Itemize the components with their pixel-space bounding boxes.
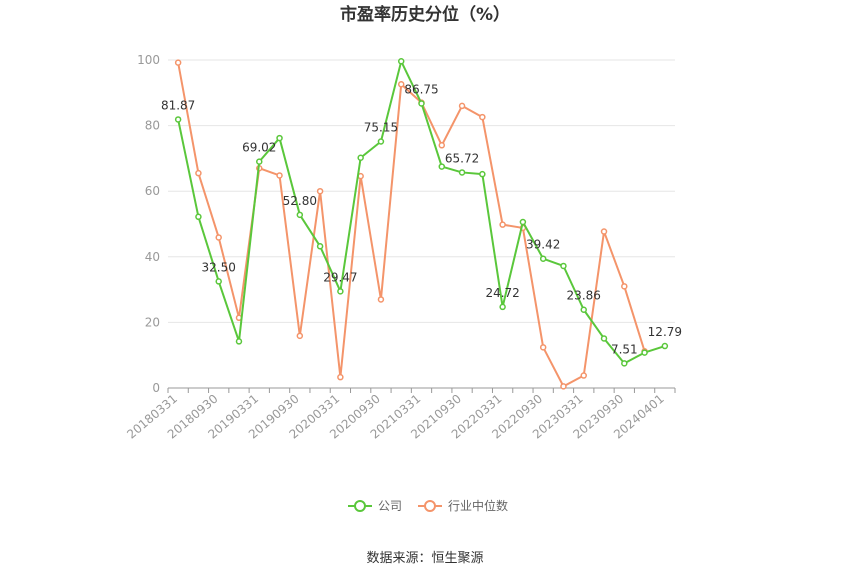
data-point	[438, 163, 446, 170]
data-point	[195, 169, 202, 177]
y-tick-label: 20	[145, 315, 160, 329]
chart-title: 市盈率历史分位（%）	[340, 4, 510, 25]
data-point	[337, 288, 344, 295]
data-label: 75.15	[364, 121, 398, 135]
data-point	[499, 303, 506, 311]
source-note: 数据来源：恒生聚源	[366, 551, 483, 566]
data-label: 24.72	[485, 286, 519, 300]
data-point	[438, 142, 446, 149]
data-point	[458, 169, 466, 176]
data-point	[377, 296, 385, 303]
data-point	[235, 338, 243, 345]
data-point	[621, 283, 628, 290]
x-axis: 2018033120180930201903312019093020200331…	[124, 387, 676, 442]
data-label: 7.51	[611, 342, 638, 356]
data-label: 81.87	[161, 98, 195, 112]
data-point	[580, 306, 587, 313]
data-point	[479, 170, 486, 178]
legend-item-industry[interactable]: 行业中位数	[418, 498, 508, 513]
data-point	[377, 138, 385, 145]
data-point	[661, 342, 669, 350]
data-point	[539, 255, 547, 262]
data-point	[296, 211, 304, 219]
legend[interactable]: 公司 行业中位数	[348, 498, 508, 513]
legend-label: 公司	[378, 499, 402, 513]
data-point	[458, 102, 466, 110]
data-label: 32.50	[202, 260, 236, 274]
data-point	[215, 278, 222, 285]
data-point	[276, 134, 283, 142]
data-point	[539, 344, 547, 351]
data-point	[621, 360, 628, 367]
data-point	[600, 228, 608, 235]
data-label: 39.42	[526, 238, 560, 252]
y-tick-label: 80	[145, 119, 160, 133]
data-label: 12.79	[648, 325, 682, 339]
data-label: 23.86	[567, 289, 601, 303]
series-line-industry	[177, 62, 646, 388]
data-point	[397, 58, 405, 65]
data-point	[256, 158, 263, 165]
data-label: 69.02	[242, 141, 276, 155]
data-label: 29.47	[323, 270, 357, 284]
y-axis: 0 20 40 60 80 100	[137, 53, 160, 395]
legend-marker	[354, 500, 366, 512]
data-point	[316, 243, 324, 250]
data-point	[600, 335, 608, 342]
y-tick-label: 0	[152, 381, 160, 395]
data-point	[337, 373, 344, 381]
legend-marker	[424, 500, 436, 512]
data-point	[580, 372, 587, 379]
data-point	[418, 100, 425, 107]
data-point	[560, 262, 567, 270]
data-point	[276, 172, 283, 179]
data-point	[357, 154, 364, 161]
y-tick-label: 100	[137, 53, 160, 67]
data-point	[195, 213, 202, 221]
data-point	[215, 234, 222, 241]
legend-item-company[interactable]: 公司	[348, 499, 402, 513]
data-point	[296, 332, 304, 340]
data-point	[499, 221, 506, 228]
data-point	[641, 349, 648, 356]
data-point	[560, 383, 567, 390]
data-point	[397, 81, 405, 88]
legend-label: 行业中位数	[448, 498, 508, 513]
data-label: 52.80	[283, 194, 317, 208]
series-group	[174, 58, 669, 390]
data-label: 65.72	[445, 151, 479, 165]
data-point	[519, 218, 527, 226]
data-point	[174, 116, 182, 123]
data-point	[174, 59, 182, 66]
data-labels: 81.87 32.50 69.02 52.80 29.47 75.15 86.75 65.72…	[161, 82, 682, 356]
data-point	[316, 187, 324, 195]
data-point	[479, 113, 486, 121]
y-tick-label: 40	[145, 250, 160, 264]
y-tick-label: 60	[145, 184, 160, 198]
data-label: 86.75	[404, 82, 438, 96]
